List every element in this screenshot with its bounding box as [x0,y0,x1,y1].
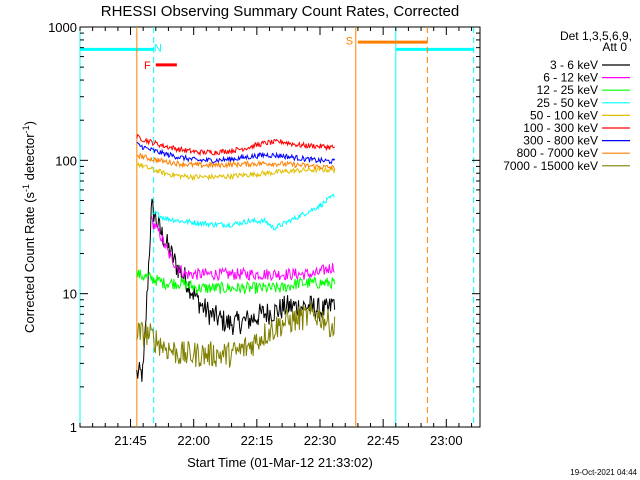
legend-entry-label: 50 - 100 keV [530,108,598,122]
series-line [151,193,335,231]
y-tick-label: 1000 [48,20,77,35]
y-tick-label: 10 [63,287,77,302]
footer-timestamp: 19-Oct-2021 04:44 [570,468,637,477]
data-series [136,133,336,382]
legend-entry-label: 3 - 6 keV [550,58,598,72]
series-line [151,216,335,282]
x-tick-label: 22:00 [177,433,210,448]
x-axis-label: Start Time (01-Mar-12 21:33:02) [187,455,373,470]
legend-entry-label: 6 - 12 keV [543,71,598,85]
y-axis-label-sup2: -1 [21,125,31,133]
x-tick-label: 23:00 [430,433,463,448]
y-tick-label: 1 [70,420,77,435]
legend-header-2: Att 0 [602,40,627,54]
series-line [136,133,335,157]
legend-entry-label: 7000 - 15000 keV [503,159,598,173]
x-tick-label: 22:30 [304,433,337,448]
state-marker-label: S [346,36,353,48]
state-marker-label: N [154,43,162,55]
series-line [136,152,336,171]
y-axis-label: Corrected Count Rate (s-1 detector-1) [21,121,37,333]
legend-header-1: Det 1,3,5,6,9, [560,29,632,43]
y-axis-label-sup1: -1 [21,184,31,192]
series-line [136,162,336,182]
x-tick-label: 21:45 [114,433,147,448]
axes: 21:45 22:00 22:15 22:30 22:45 23:00 1 10 100 1000 [48,20,480,448]
x-tick-label: 22:15 [241,433,274,448]
x-tick-label: 22:45 [367,433,400,448]
legend-entry-label: 800 - 7000 keV [517,146,598,160]
legend-entry-label: 25 - 50 keV [537,96,598,110]
state-marker-label: F [144,60,151,72]
series-line [136,269,336,295]
legend-entry-label: 300 - 800 keV [523,134,598,148]
legend-entry-label: 100 - 300 keV [523,121,598,135]
observing-state-annotations [79,27,475,427]
y-axis-label-mid: detector [22,133,37,184]
y-axis-label-end: ) [22,121,37,125]
state-markers: NF S [144,36,353,72]
y-axis-label-main: Corrected Count Rate (s [22,192,37,333]
legend-entry-label: 12 - 25 keV [537,83,598,97]
y-tick-label: 100 [55,153,77,168]
chart-title: RHESSI Observing Summary Count Rates, Co… [101,3,459,20]
series-line [136,302,336,368]
series-line [136,142,336,165]
